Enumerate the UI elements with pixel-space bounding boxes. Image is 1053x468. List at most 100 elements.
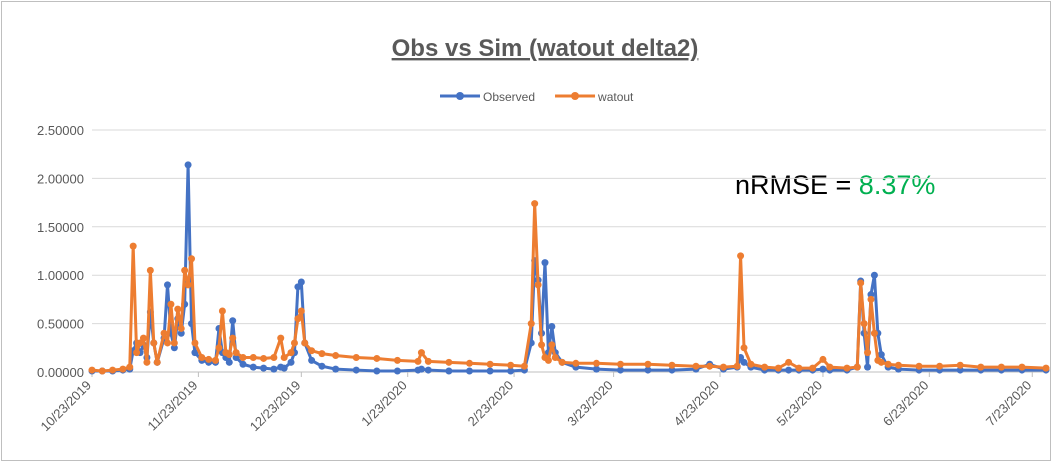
point xyxy=(857,279,865,287)
point xyxy=(956,361,964,369)
point xyxy=(139,334,147,342)
point xyxy=(538,341,546,349)
point xyxy=(229,317,237,325)
point xyxy=(527,320,535,328)
point xyxy=(332,352,340,360)
y-tick-label: 0.00000 xyxy=(37,365,84,380)
point xyxy=(558,358,566,366)
point xyxy=(644,360,652,368)
legend: Observed watout xyxy=(440,90,634,104)
point xyxy=(541,259,549,267)
point xyxy=(864,363,872,371)
legend-label: watout xyxy=(597,90,634,104)
chart-title: Obs vs Sim (watout delta2) xyxy=(392,35,699,62)
point xyxy=(465,359,473,367)
plot xyxy=(88,161,1050,375)
point xyxy=(260,354,268,362)
annotation-label: nRMSE = xyxy=(735,170,859,200)
point xyxy=(616,366,624,374)
point xyxy=(191,339,199,347)
point xyxy=(239,360,247,368)
point xyxy=(843,364,851,372)
point xyxy=(229,334,237,342)
point xyxy=(819,365,827,373)
point xyxy=(534,281,542,289)
point xyxy=(1018,363,1026,371)
point xyxy=(301,339,309,347)
annotation-value: 8.37% xyxy=(859,170,936,200)
point xyxy=(249,353,257,361)
point xyxy=(308,356,316,364)
point xyxy=(239,353,247,361)
point xyxy=(531,200,539,208)
point xyxy=(232,353,240,361)
point xyxy=(280,364,288,372)
point xyxy=(572,359,580,367)
point xyxy=(548,341,556,349)
point xyxy=(129,242,137,250)
point xyxy=(417,349,425,357)
point xyxy=(143,358,151,366)
point xyxy=(785,366,793,374)
point xyxy=(232,349,240,357)
point xyxy=(486,360,494,368)
y-tick-label: 1.50000 xyxy=(37,220,84,235)
y-tick-label: 0.50000 xyxy=(37,317,84,332)
point xyxy=(184,161,192,169)
point xyxy=(417,365,425,373)
point xyxy=(877,351,885,359)
point xyxy=(373,354,381,362)
point xyxy=(174,305,182,313)
point xyxy=(109,366,117,374)
point xyxy=(424,357,432,365)
point xyxy=(915,362,923,370)
point xyxy=(668,361,676,369)
point xyxy=(177,324,185,332)
point xyxy=(170,344,178,352)
y-tick-label: 2.00000 xyxy=(37,171,84,186)
point xyxy=(184,281,192,289)
legend-label: Observed xyxy=(483,90,535,104)
point xyxy=(167,300,175,308)
point xyxy=(163,281,171,289)
point xyxy=(119,365,127,373)
point xyxy=(864,349,872,357)
point xyxy=(136,339,144,347)
point xyxy=(507,361,515,369)
point xyxy=(668,366,676,374)
point xyxy=(737,252,745,260)
point xyxy=(126,363,134,371)
point xyxy=(733,362,741,370)
point xyxy=(761,363,769,371)
point xyxy=(424,366,432,374)
legend-marker xyxy=(571,92,580,100)
legend-marker xyxy=(456,92,464,100)
point xyxy=(318,362,326,370)
point xyxy=(287,349,295,357)
point xyxy=(297,307,305,315)
point xyxy=(877,358,885,366)
point xyxy=(294,315,302,323)
point xyxy=(218,307,226,315)
point xyxy=(393,367,401,375)
point xyxy=(445,358,453,366)
point xyxy=(297,278,305,286)
point xyxy=(1042,364,1050,372)
point xyxy=(870,271,878,279)
point xyxy=(277,334,285,342)
point xyxy=(520,362,528,370)
point xyxy=(177,329,185,337)
point xyxy=(181,266,189,274)
point xyxy=(225,358,233,366)
point xyxy=(785,358,793,366)
point xyxy=(352,353,360,361)
point xyxy=(373,367,381,375)
point xyxy=(150,339,158,347)
point xyxy=(644,366,652,374)
point xyxy=(692,362,700,370)
point xyxy=(867,291,875,299)
point xyxy=(212,356,220,364)
point xyxy=(98,367,106,375)
point xyxy=(977,363,985,371)
